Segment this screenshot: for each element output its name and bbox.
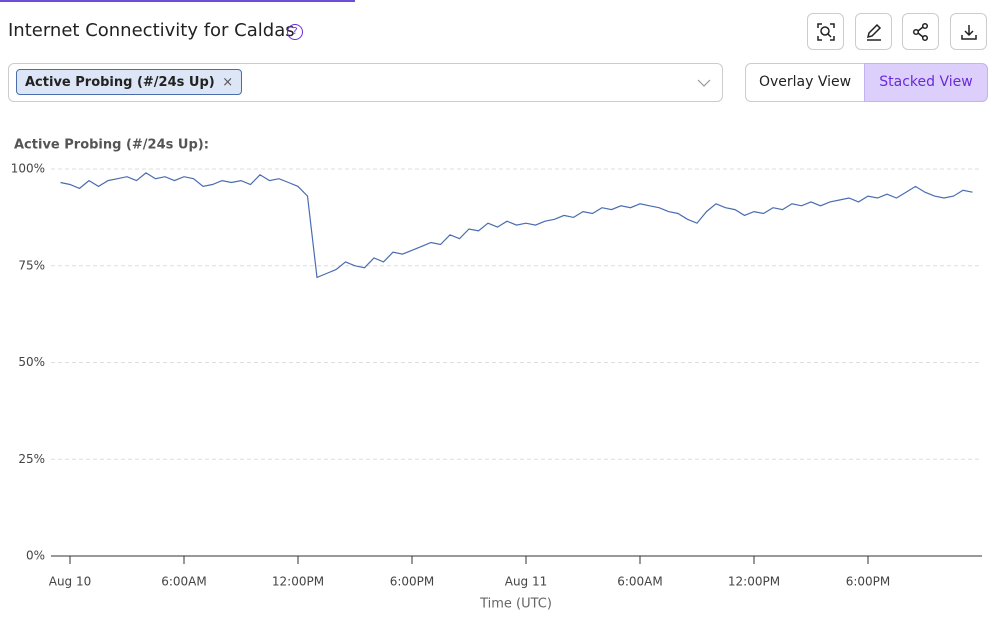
x-tick-label: Aug 10	[49, 575, 92, 589]
y-tick-label: 75%	[18, 258, 45, 272]
chip-label: Active Probing (#/24s Up)	[25, 75, 215, 90]
x-tick-label: 6:00PM	[846, 575, 891, 589]
progress-bar	[0, 0, 355, 2]
x-tick-label: Aug 11	[505, 575, 548, 589]
chevron	[697, 79, 711, 87]
download-button[interactable]	[950, 13, 987, 50]
x-tick-label: 6:00PM	[390, 575, 435, 589]
filter-chip: Active Probing (#/24s Up) ×	[16, 69, 243, 95]
download-icon	[960, 24, 977, 40]
y-tick-label: 100%	[11, 162, 45, 176]
filter-select[interactable]: Active Probing (#/24s Up) ×	[8, 63, 723, 102]
help-icon[interactable]: ?	[287, 24, 303, 40]
x-axis-label: Time (UTC)	[479, 597, 552, 612]
edit-icon	[866, 23, 881, 41]
y-tick-label: 50%	[18, 355, 45, 369]
x-tick-label: 6:00AM	[617, 575, 663, 589]
y-tick-label: 0%	[26, 549, 45, 563]
x-tick-label: 12:00PM	[728, 575, 780, 589]
data-line	[60, 172, 973, 279]
x-tick-label: 6:00AM	[161, 575, 207, 589]
y-tick-label: 25%	[18, 452, 45, 466]
stacked-view-toggle[interactable]: Stacked View	[864, 63, 988, 102]
x-tick-label: 12:00PM	[272, 575, 324, 589]
zoom-button[interactable]	[807, 13, 844, 50]
chart-title: Active Probing (#/24s Up):	[14, 138, 209, 153]
chip-remove[interactable]: ×	[222, 75, 234, 90]
share-icon	[912, 22, 928, 41]
zoom-icon	[816, 22, 835, 41]
page-title: Internet Connectivity for Caldas	[8, 20, 295, 41]
share-button[interactable]	[902, 13, 939, 50]
edit-button[interactable]	[855, 13, 892, 50]
